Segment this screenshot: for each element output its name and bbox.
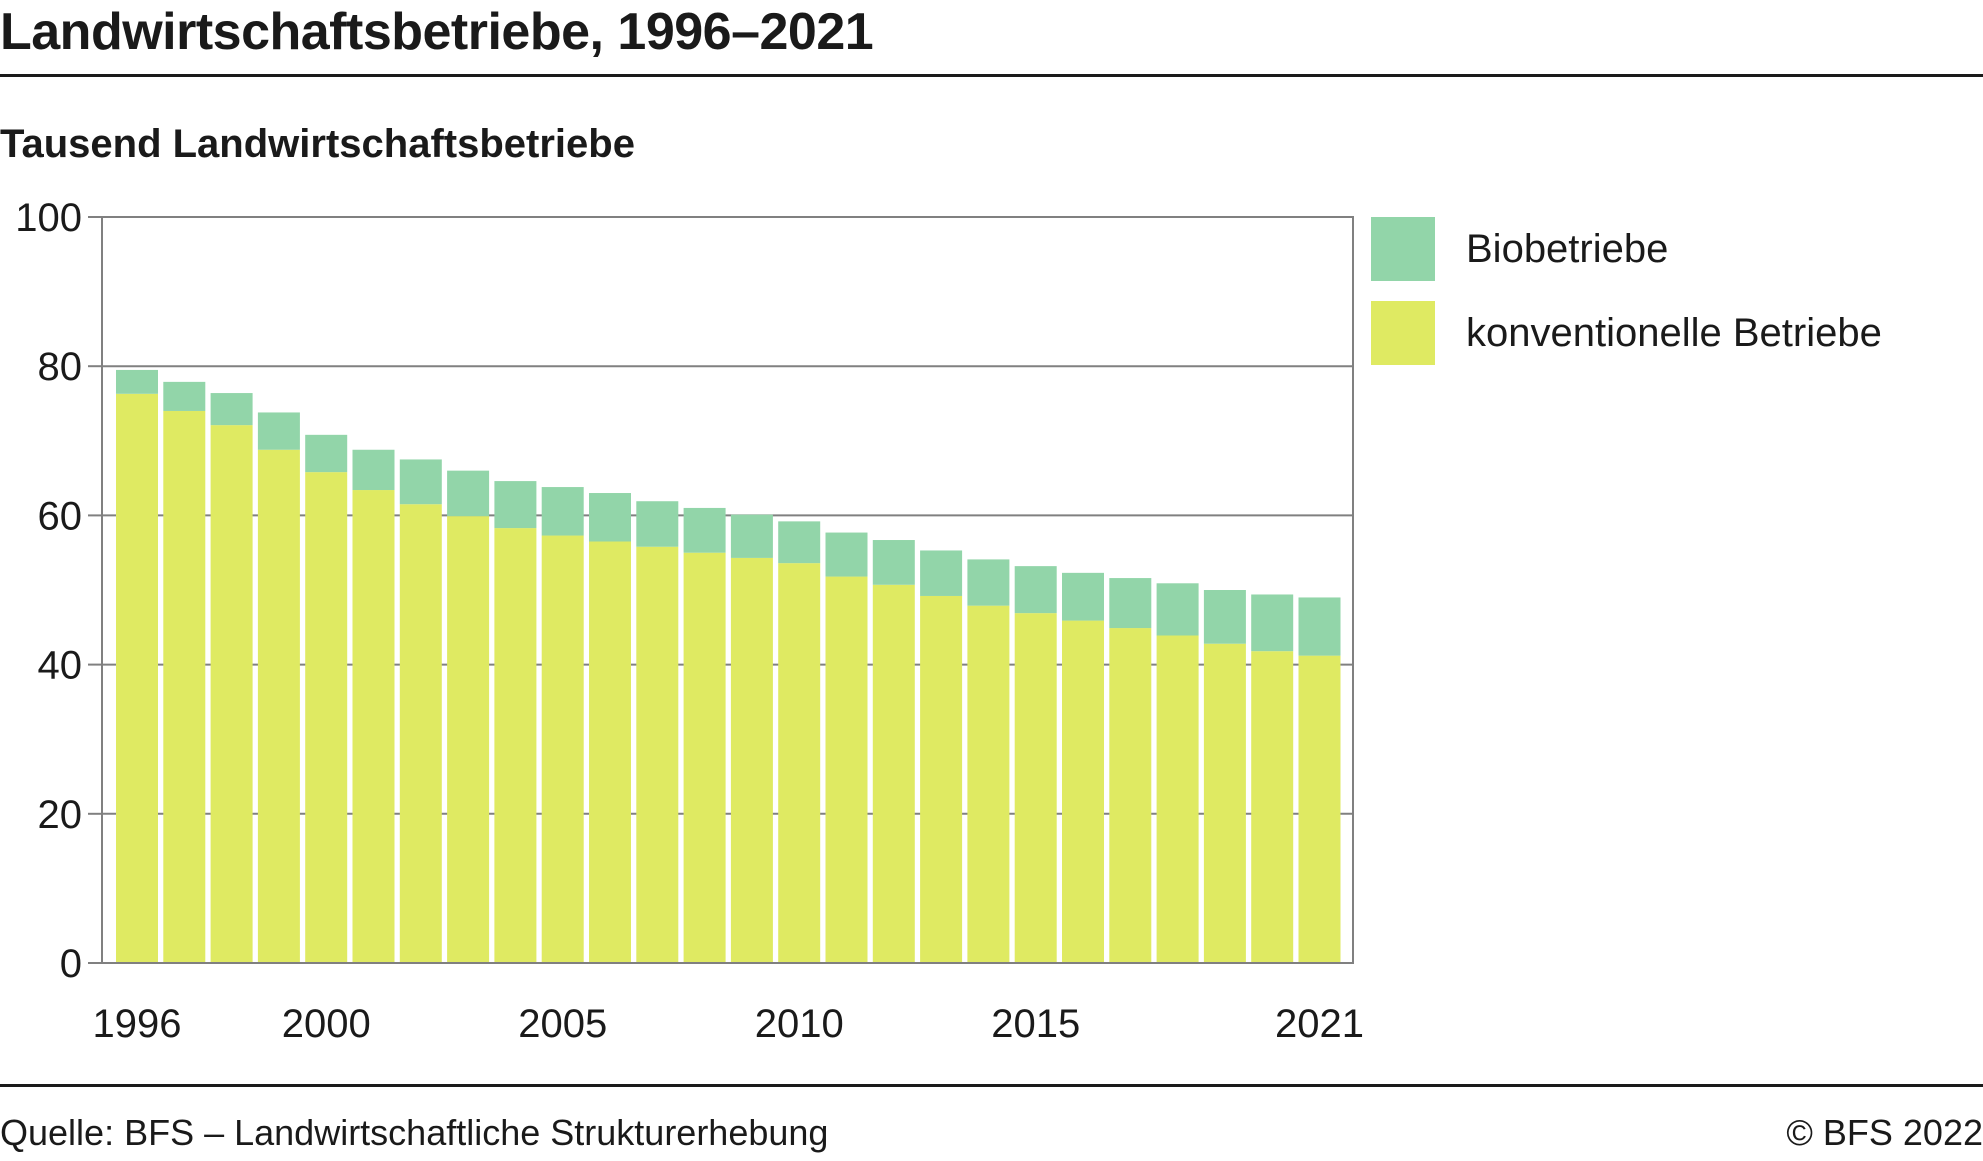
bar-conventional [636, 546, 679, 963]
bar-conventional [399, 504, 442, 963]
bar-bio [494, 481, 537, 529]
bar-bio [116, 369, 158, 394]
bar-bio [1014, 566, 1057, 614]
y-tick-label: 100 [15, 196, 82, 240]
bar-bio [872, 540, 915, 585]
legend-label: Biobetriebe [1466, 227, 1668, 271]
x-tick-label: 1996 [93, 1002, 182, 1046]
y-tick-label: 80 [38, 345, 83, 389]
x-tick-label: 2005 [518, 1002, 607, 1046]
bar-bio [210, 393, 253, 426]
plot-frame [101, 216, 1354, 964]
legend-label: konventionelle Betriebe [1466, 311, 1882, 355]
title-rule [0, 74, 1983, 77]
y-tick-label: 40 [38, 644, 83, 688]
bar-conventional [920, 595, 963, 963]
x-tick-label: 2021 [1275, 1002, 1364, 1046]
bar-bio [163, 381, 206, 411]
bar-bio [1203, 590, 1246, 644]
bar-conventional [447, 516, 490, 963]
bar-conventional [872, 584, 915, 963]
bar-conventional [494, 528, 537, 963]
bar-conventional [730, 557, 773, 963]
bar-conventional [163, 410, 206, 964]
x-tick-label: 2000 [282, 1002, 371, 1046]
x-tick-label: 2015 [991, 1002, 1080, 1046]
source-note: Quelle: BFS – Landwirtschaftliche Strukt… [0, 1112, 829, 1153]
bar-conventional [352, 490, 395, 963]
bar-bio [825, 532, 868, 577]
bar-conventional [589, 541, 631, 963]
y-tick-label: 20 [38, 793, 83, 837]
y-axis-label: Tausend Landwirtschaftsbetriebe [0, 122, 635, 166]
bar-conventional [1251, 651, 1294, 963]
bar-conventional [1156, 635, 1199, 963]
bar-bio [1251, 594, 1294, 652]
bar-bio [1156, 583, 1199, 636]
footer-rule [0, 1084, 1983, 1087]
bar-conventional [967, 605, 1010, 963]
bar-bio [541, 487, 584, 536]
bar-bio [1062, 572, 1104, 621]
bar-conventional [305, 472, 348, 963]
bar-bio [305, 434, 348, 473]
bar-bio [636, 501, 679, 547]
bar-bio [257, 412, 300, 450]
bar-bio [730, 514, 773, 558]
y-tick-label: 60 [38, 494, 83, 538]
bar-conventional [1014, 613, 1057, 963]
bar-conventional [1062, 620, 1104, 963]
bar-conventional [1203, 643, 1246, 963]
y-tick-label: 0 [60, 942, 82, 986]
bar-conventional [257, 449, 300, 963]
bar-bio [920, 550, 963, 596]
bar-bio [1109, 578, 1152, 629]
legend-swatch [1371, 301, 1435, 365]
bar-conventional [116, 393, 158, 963]
bar-conventional [825, 576, 868, 963]
copyright: © BFS 2022 [1786, 1112, 1983, 1153]
bar-conventional [778, 563, 821, 963]
bar-conventional [1298, 655, 1341, 963]
bar-bio [778, 521, 821, 564]
legend-swatch [1371, 217, 1435, 281]
bar-bio [589, 493, 631, 542]
bar-bio [352, 449, 395, 491]
bar-bio [683, 507, 726, 553]
bar-bio [399, 459, 442, 505]
bar-conventional [541, 535, 584, 963]
bar-conventional [683, 552, 726, 963]
bar-bio [967, 559, 1010, 606]
x-tick-label: 2010 [755, 1002, 844, 1046]
bar-bio [1298, 597, 1341, 656]
bar-conventional [1109, 628, 1152, 963]
bar-bio [447, 470, 490, 517]
bar-conventional [210, 425, 253, 963]
chart-title: Landwirtschaftsbetriebe, 1996–2021 [0, 3, 874, 61]
